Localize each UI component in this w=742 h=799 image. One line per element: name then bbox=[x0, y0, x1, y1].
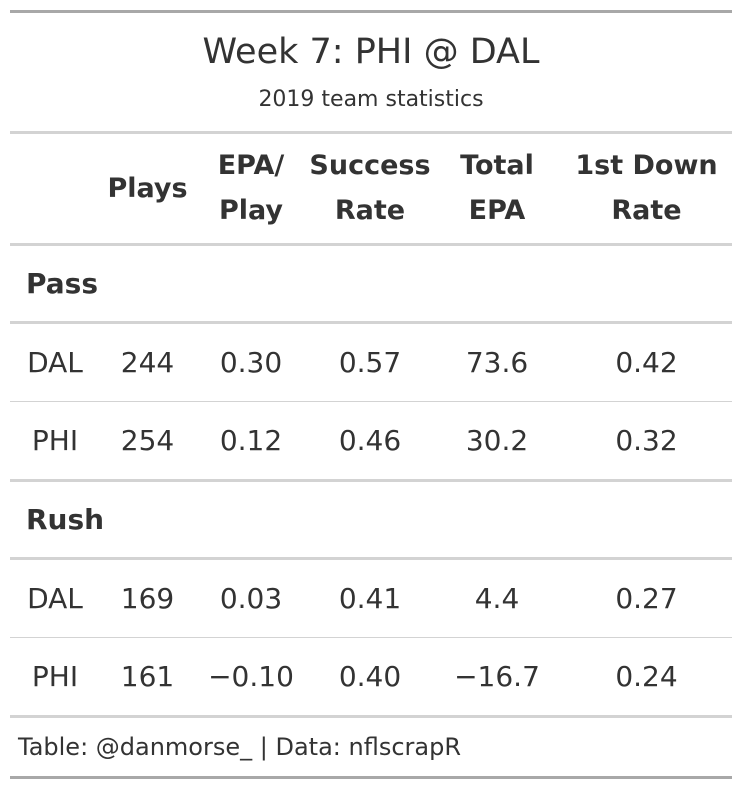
column-header-plays: Plays bbox=[100, 134, 195, 244]
table-row: PHI 254 0.12 0.46 30.2 0.32 bbox=[10, 401, 732, 482]
table-row: DAL 169 0.03 0.41 4.4 0.27 bbox=[10, 558, 732, 638]
column-header-epa-play: EPA/Play bbox=[195, 134, 307, 244]
table-row: DAL 244 0.30 0.57 73.6 0.42 bbox=[10, 322, 732, 402]
stats-table: Plays EPA/Play Success Rate Total EPA 1st Down… bbox=[10, 134, 732, 718]
source-note: Table: @danmorse_ | Data: nflscrapR bbox=[18, 732, 462, 761]
column-header-success-rate: Success Rate bbox=[307, 134, 433, 244]
column-header-team bbox=[10, 134, 100, 244]
column-header-line: Play bbox=[218, 195, 284, 227]
group-label: Pass bbox=[10, 244, 732, 324]
column-header-line: 1st Down bbox=[575, 150, 718, 182]
cell-team: DAL bbox=[10, 322, 100, 402]
table-row: PHI 161 −0.10 0.40 −16.7 0.24 bbox=[10, 637, 732, 718]
cell-epa-play: −0.10 bbox=[195, 637, 307, 718]
group-label: Rush bbox=[10, 480, 732, 560]
cell-plays: 254 bbox=[100, 401, 195, 482]
column-header-line: Total bbox=[460, 150, 534, 182]
cell-plays: 161 bbox=[100, 637, 195, 718]
cell-epa-play: 0.03 bbox=[195, 558, 307, 638]
cell-success-rate: 0.46 bbox=[307, 401, 433, 482]
column-header-line: EPA bbox=[468, 195, 526, 227]
cell-total-epa: 4.4 bbox=[433, 558, 561, 638]
cell-total-epa: −16.7 bbox=[433, 637, 561, 718]
group-row-pass: Pass bbox=[10, 244, 732, 324]
cell-plays: 169 bbox=[100, 558, 195, 638]
cell-team: PHI bbox=[10, 401, 100, 482]
cell-epa-play: 0.30 bbox=[195, 322, 307, 402]
cell-team: DAL bbox=[10, 558, 100, 638]
stats-table-card: Week 7: PHI @ DAL 2019 team statistics P… bbox=[10, 10, 732, 779]
bottom-rule bbox=[10, 775, 732, 779]
header-rule bbox=[10, 131, 732, 134]
table-title: Week 7: PHI @ DAL bbox=[202, 32, 540, 72]
top-rule bbox=[10, 10, 732, 13]
cell-team: PHI bbox=[10, 637, 100, 718]
cell-epa-play: 0.12 bbox=[195, 401, 307, 482]
cell-success-rate: 0.57 bbox=[307, 322, 433, 402]
column-header-line: Rate bbox=[334, 195, 406, 227]
group-row-rush: Rush bbox=[10, 480, 732, 560]
cell-first-down-rate: 0.24 bbox=[561, 637, 732, 718]
column-header-total-epa: Total EPA bbox=[433, 134, 561, 244]
cell-success-rate: 0.41 bbox=[307, 558, 433, 638]
cell-first-down-rate: 0.27 bbox=[561, 558, 732, 638]
cell-first-down-rate: 0.42 bbox=[561, 322, 732, 402]
cell-plays: 244 bbox=[100, 322, 195, 402]
column-header-line: Rate bbox=[611, 195, 682, 227]
column-header-row: Plays EPA/Play Success Rate Total EPA 1st Down… bbox=[10, 134, 732, 244]
column-header-line: EPA/ bbox=[217, 150, 285, 182]
cell-first-down-rate: 0.32 bbox=[561, 401, 732, 482]
cell-total-epa: 30.2 bbox=[433, 401, 561, 482]
column-header-first-down-rate: 1st Down Rate bbox=[561, 134, 732, 244]
column-header-line: Success bbox=[309, 150, 431, 182]
table-subtitle: 2019 team statistics bbox=[258, 87, 484, 112]
cell-total-epa: 73.6 bbox=[433, 322, 561, 402]
column-header-line: Plays bbox=[107, 172, 188, 204]
cell-success-rate: 0.40 bbox=[307, 637, 433, 718]
